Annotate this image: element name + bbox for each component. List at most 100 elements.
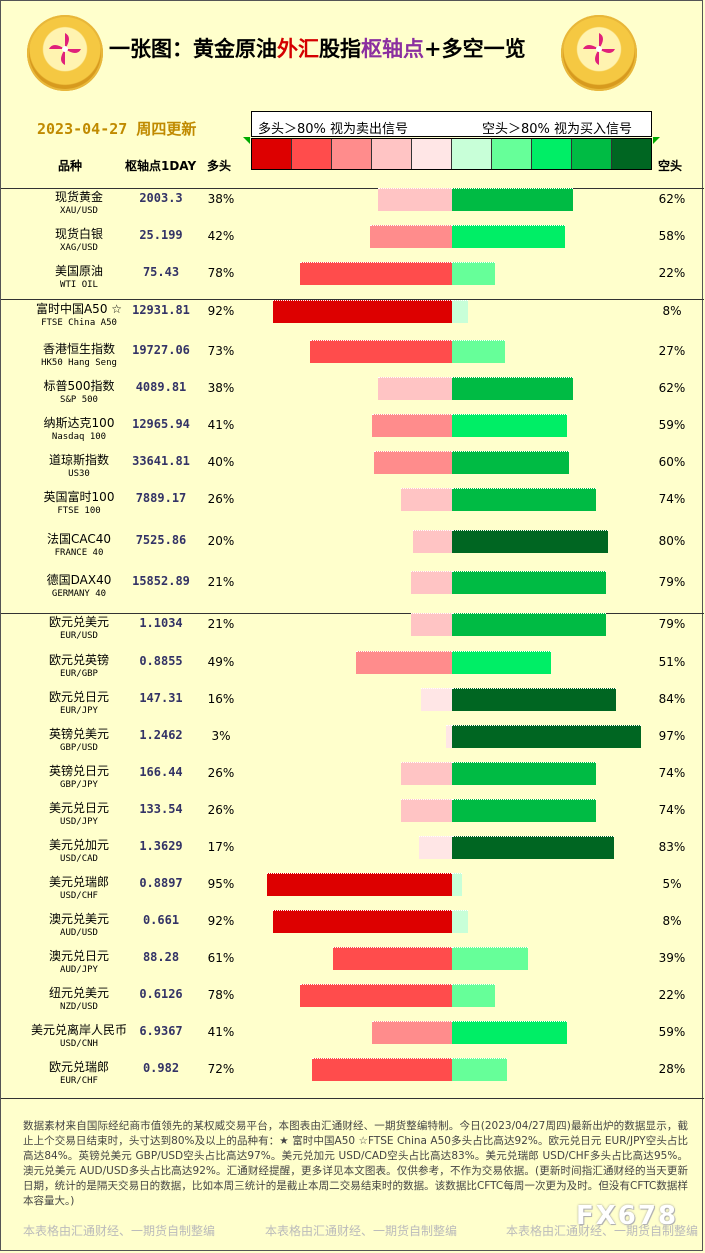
long-bar — [411, 571, 452, 594]
pivot-value: 0.6126 — [139, 987, 183, 1001]
instrument-name: 澳元兑日元 — [48, 949, 109, 963]
instrument-name: 英国富时100 — [43, 490, 115, 504]
short-percent-label: 51% — [658, 655, 686, 669]
row-label: 澳元兑日元 AUD/JPY — [19, 949, 139, 977]
instrument-code: USD/JPY — [60, 817, 98, 827]
scale-swatch — [332, 139, 372, 169]
title-red-part: 外汇 — [277, 36, 319, 61]
row-label: 英镑兑日元 GBP/JPY — [19, 764, 139, 792]
instrument-code: GBP/USD — [60, 743, 98, 753]
instrument-code: HK50 Hang Seng — [41, 358, 117, 368]
short-bar — [452, 1058, 507, 1081]
short-percent-label: 80% — [658, 534, 686, 548]
instrument-name: 美元兑瑞郎 — [48, 875, 109, 889]
long-percent-label: 92% — [207, 304, 235, 318]
scale-swatch — [492, 139, 532, 169]
row-label: 澳元兑美元 AUD/USD — [19, 912, 139, 940]
update-date: 2023-04-27 周四更新 — [37, 120, 197, 138]
instrument-name: 欧元兑英镑 — [48, 653, 109, 667]
long-bar — [374, 451, 452, 474]
short-bar — [452, 414, 567, 437]
pivot-value: 0.982 — [142, 1061, 180, 1075]
short-bar — [452, 377, 573, 400]
short-percent-label: 79% — [658, 617, 686, 631]
right-emblem-icon — [561, 15, 637, 91]
pivot-value: 33641.81 — [132, 454, 190, 468]
instrument-code: EUR/GBP — [60, 669, 98, 679]
page-title: 一张图：黄金原油外汇股指枢轴点+多空一览 — [109, 33, 526, 63]
scale-swatch — [452, 139, 492, 169]
scale-swatch — [372, 139, 412, 169]
row-label: 美元兑日元 USD/JPY — [19, 801, 139, 829]
scale-swatch — [292, 139, 332, 169]
pivot-value: 12931.81 — [132, 303, 190, 317]
instrument-name: 现货白银 — [54, 227, 103, 241]
pivot-value: 15852.89 — [132, 574, 190, 588]
row-label: 法国CAC40 FRANCE 40 — [19, 532, 139, 560]
long-bar — [378, 188, 452, 211]
row-label: 英镑兑美元 GBP/USD — [19, 727, 139, 755]
short-percent-label: 8% — [662, 304, 682, 318]
instrument-name: 现货黄金 — [54, 190, 103, 204]
long-percent-label: 17% — [207, 840, 235, 854]
short-percent-label: 74% — [658, 803, 686, 817]
instrument-name: 美元兑日元 — [48, 801, 109, 815]
short-percent-label: 27% — [658, 344, 686, 358]
instrument-name: 富时中国A50 ☆ — [35, 302, 123, 316]
instrument-code: EUR/CHF — [60, 1076, 98, 1086]
short-bar — [452, 984, 495, 1007]
long-percent-label: 38% — [207, 381, 235, 395]
long-bar — [310, 340, 452, 363]
row-label: 德国DAX40 GERMANY 40 — [19, 573, 139, 601]
pivot-value: 7525.86 — [135, 533, 187, 547]
pivot-value: 4089.81 — [135, 380, 187, 394]
scale-swatch — [412, 139, 452, 169]
long-bar — [300, 262, 452, 285]
row-label: 美元兑瑞郎 USD/CHF — [19, 875, 139, 903]
short-percent-label: 60% — [658, 455, 686, 469]
pivot-value: 2003.3 — [139, 191, 183, 205]
short-percent-label: 39% — [658, 951, 686, 965]
instrument-code: XAG/USD — [60, 243, 98, 253]
row-label: 欧元兑英镑 EUR/GBP — [19, 653, 139, 681]
short-percent-label: 5% — [662, 877, 682, 891]
short-percent-label: 28% — [658, 1062, 686, 1076]
pivot-value: 1.1034 — [139, 616, 183, 630]
row-label: 纳斯达克100 Nasdaq 100 — [19, 416, 139, 444]
pivot-value: 166.44 — [139, 765, 183, 779]
title-mid-part: 股指 — [319, 36, 361, 61]
section-divider — [1, 188, 704, 189]
short-bar — [452, 530, 608, 553]
long-percent-label: 21% — [207, 575, 235, 589]
instrument-code: USD/CNH — [60, 1039, 98, 1049]
pivot-value: 0.661 — [142, 913, 180, 927]
long-bar — [372, 1021, 452, 1044]
pivot-value: 25.199 — [139, 228, 183, 242]
row-label: 纽元兑美元 NZD/USD — [19, 986, 139, 1014]
short-bar — [452, 613, 606, 636]
short-percent-label: 59% — [658, 1025, 686, 1039]
short-bar — [452, 488, 596, 511]
scale-swatch — [612, 139, 651, 169]
short-percent-label: 83% — [658, 840, 686, 854]
column-header-long: 多头 — [207, 159, 232, 173]
legend-box: 多头＞80% 视为卖出信号 空头＞80% 视为买入信号 — [251, 111, 652, 137]
long-bar — [372, 414, 452, 437]
footer-note: 数据素材来自国际经纪商市值领先的某权威交易平台，本图表由汇通财经、一期货整编特制… — [23, 1120, 688, 1207]
short-percent-label: 97% — [658, 729, 686, 743]
long-percent-label: 49% — [207, 655, 235, 669]
long-percent-label: 61% — [207, 951, 235, 965]
long-percent-label: 92% — [207, 914, 235, 928]
watermark-text: 本表格由汇通财经、一期货自制整编 — [506, 1224, 699, 1238]
long-percent-label: 26% — [207, 766, 235, 780]
instrument-code: EUR/JPY — [60, 706, 98, 716]
short-bar — [452, 1021, 567, 1044]
long-percent-label: 38% — [207, 192, 235, 206]
legend-long-signal: 多头＞80% 视为卖出信号 — [258, 122, 409, 137]
long-bar — [446, 725, 452, 748]
section-divider — [1, 1098, 704, 1099]
long-bar — [419, 836, 452, 859]
long-bar — [273, 300, 452, 323]
row-label: 欧元兑日元 EUR/JPY — [19, 690, 139, 718]
